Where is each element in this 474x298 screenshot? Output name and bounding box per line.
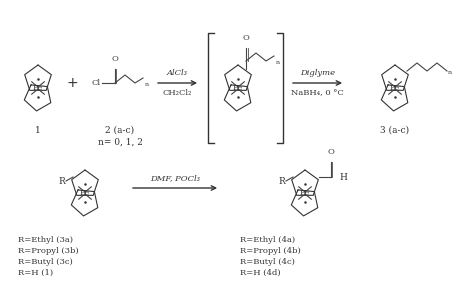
Text: n= 0, 1, 2: n= 0, 1, 2 <box>98 138 143 147</box>
Text: Fe: Fe <box>300 189 310 197</box>
Text: 3 (a-c): 3 (a-c) <box>381 126 410 135</box>
Text: Fe: Fe <box>390 84 400 92</box>
Text: CH₂Cl₂: CH₂Cl₂ <box>163 89 192 97</box>
Text: R=H (4d): R=H (4d) <box>240 269 281 277</box>
Text: n: n <box>448 71 452 75</box>
Text: H: H <box>339 173 347 181</box>
Text: n: n <box>145 83 149 88</box>
Text: 2 (a-c): 2 (a-c) <box>105 126 135 135</box>
Text: +: + <box>66 76 78 90</box>
Text: Fe: Fe <box>33 84 43 92</box>
Text: O: O <box>243 34 249 42</box>
Text: R: R <box>278 176 285 185</box>
Text: R=H (1): R=H (1) <box>18 269 53 277</box>
Text: R=Propyl (3b): R=Propyl (3b) <box>18 247 79 255</box>
Text: NaBH₄, 0 °C: NaBH₄, 0 °C <box>291 89 344 97</box>
Text: Fe: Fe <box>80 189 90 197</box>
Text: n: n <box>276 60 280 66</box>
Text: R=Ethyl (4a): R=Ethyl (4a) <box>240 236 295 244</box>
Text: DMF, POCl₃: DMF, POCl₃ <box>150 174 200 182</box>
Text: AlCl₃: AlCl₃ <box>167 69 188 77</box>
Text: R=Butyl (4c): R=Butyl (4c) <box>240 258 295 266</box>
Text: Cl: Cl <box>92 79 101 87</box>
Text: Diglyme: Diglyme <box>300 69 335 77</box>
Text: R=Propyl (4b): R=Propyl (4b) <box>240 247 301 255</box>
Text: R=Butyl (3c): R=Butyl (3c) <box>18 258 73 266</box>
Text: O: O <box>328 148 335 156</box>
Text: Fe: Fe <box>233 84 243 92</box>
Text: R=Ethyl (3a): R=Ethyl (3a) <box>18 236 73 244</box>
Text: 1: 1 <box>35 126 41 135</box>
Text: O: O <box>111 55 118 63</box>
Text: R: R <box>58 176 65 185</box>
